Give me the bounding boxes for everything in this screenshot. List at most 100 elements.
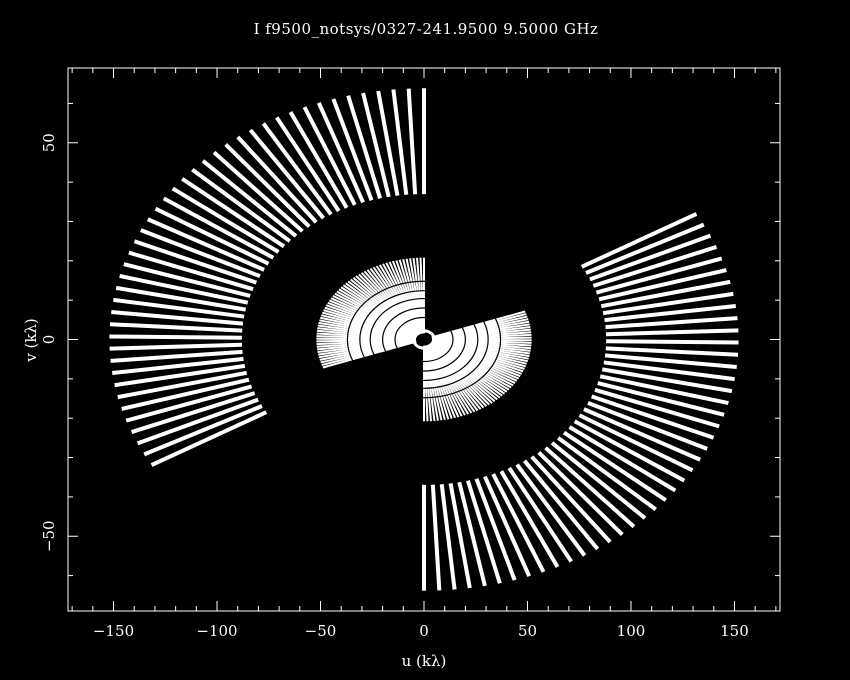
- uv-center-hole: [418, 335, 430, 344]
- uv-track: [406, 88, 418, 195]
- uv-track: [580, 212, 698, 269]
- uv-track: [604, 353, 737, 369]
- uv-track: [601, 367, 733, 394]
- uv-track: [573, 419, 686, 483]
- uv-track: [302, 106, 357, 206]
- uv-track: [583, 407, 702, 462]
- uv-track: [439, 483, 457, 590]
- uv-track: [499, 470, 560, 568]
- uv-track: [391, 89, 409, 196]
- uv-track: [592, 245, 718, 288]
- uv-track: [605, 328, 739, 337]
- uv-track: [130, 391, 256, 434]
- uv-track: [457, 481, 487, 587]
- uv-track: [248, 128, 326, 220]
- y-tick-label: 50: [40, 133, 58, 152]
- uv-track: [288, 111, 349, 209]
- uv-gap-ring: [382, 307, 466, 372]
- uv-track: [109, 322, 243, 333]
- x-tick-label: −100: [196, 622, 237, 640]
- uv-track: [123, 262, 251, 298]
- uv-track: [128, 250, 254, 292]
- uv-gap-ring: [359, 290, 489, 389]
- uv-track: [191, 167, 292, 243]
- uv-track: [605, 316, 738, 330]
- uv-track: [140, 228, 261, 279]
- uv-track: [136, 397, 259, 446]
- x-tick-label: −150: [93, 622, 134, 640]
- x-axis-label: u (kλ): [402, 652, 447, 670]
- uv-track: [544, 446, 636, 529]
- uv-track: [376, 90, 400, 196]
- uv-track: [585, 222, 705, 275]
- uv-track: [181, 177, 286, 249]
- uv-track: [595, 256, 723, 295]
- uv-track: [599, 374, 729, 405]
- uv-track: [537, 450, 624, 536]
- y-axis-label: v (kλ): [22, 318, 40, 363]
- uv-track: [111, 356, 244, 376]
- uv-track: [466, 480, 502, 584]
- x-tick-label: 50: [518, 622, 537, 640]
- uv-track: [110, 349, 243, 363]
- uv-track: [117, 370, 248, 400]
- uv-track: [507, 466, 573, 563]
- uv-track: [474, 478, 517, 581]
- uv-track: [113, 297, 245, 319]
- uv-track: [589, 233, 712, 282]
- uv-track: [594, 387, 720, 429]
- uv-track: [331, 98, 374, 201]
- uv-track: [556, 436, 657, 512]
- uv-track: [212, 150, 304, 233]
- uv-track: [491, 473, 546, 573]
- uv-track: [483, 475, 532, 578]
- uv-track: [171, 186, 280, 254]
- uv-track: [236, 135, 318, 224]
- uv-center-ring: [412, 329, 436, 350]
- uv-track: [224, 143, 311, 229]
- uv-track: [430, 484, 442, 591]
- uv-track: [109, 334, 242, 340]
- uv-tracks: [109, 88, 739, 591]
- uv-track: [143, 404, 263, 457]
- y-tick-label: 0: [40, 335, 58, 345]
- uv-track: [603, 360, 735, 382]
- uv-track: [431, 310, 526, 339]
- x-tick-label: 150: [720, 622, 749, 640]
- uv-track: [111, 310, 244, 326]
- uv-gap-ring: [346, 280, 502, 399]
- uv-track: [150, 410, 268, 467]
- uv-track: [448, 483, 472, 589]
- uv-track: [522, 459, 600, 551]
- uv-track: [604, 303, 737, 323]
- uv-track: [154, 206, 270, 266]
- x-tick-label: −50: [305, 622, 337, 640]
- uv-track: [121, 377, 250, 411]
- uv-track: [146, 217, 265, 272]
- axis-ticks: −150 −100 −50 0 50 100 150 −50 0 50: [40, 68, 780, 640]
- uv-track: [361, 92, 391, 198]
- uv-track: [201, 159, 298, 238]
- uv-track: [515, 463, 587, 557]
- uv-track: [114, 363, 246, 388]
- uv-track: [125, 384, 253, 423]
- x-tick-label: 0: [419, 622, 429, 640]
- uv-track: [261, 122, 333, 216]
- uv-track: [590, 394, 715, 440]
- uv-track: [578, 413, 694, 473]
- uv-track: [162, 196, 275, 260]
- uv-track: [600, 279, 731, 309]
- uv-track: [605, 346, 739, 357]
- uv-track: [109, 342, 243, 351]
- uv-track: [119, 274, 249, 305]
- uv-track: [587, 400, 708, 451]
- uv-track: [597, 381, 725, 417]
- uv-track: [606, 339, 739, 345]
- uv-track: [598, 268, 727, 302]
- uv-track: [346, 95, 382, 199]
- uv-track: [133, 239, 258, 285]
- uv-track: [322, 340, 417, 369]
- uv-track: [275, 116, 341, 213]
- uv-gap-ring: [369, 297, 479, 382]
